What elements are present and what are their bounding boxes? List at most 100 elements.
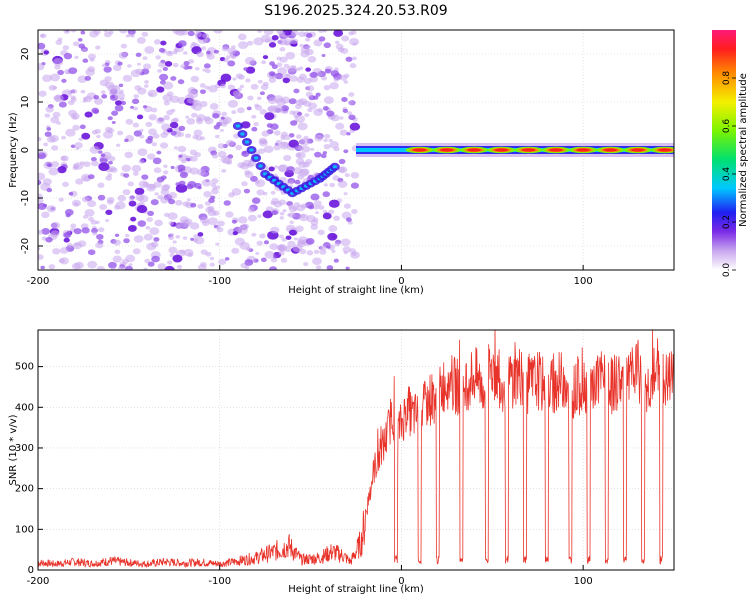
- noise-blob: [306, 45, 311, 49]
- noise-blob: [333, 30, 344, 37]
- noise-blob: [260, 84, 269, 91]
- noise-blob: [213, 49, 219, 54]
- snr-y-label: SNR (10 * v/v): [8, 414, 19, 485]
- noise-blob: [38, 180, 42, 186]
- noise-blob: [300, 168, 310, 176]
- noise-blob: [133, 94, 139, 99]
- noise-blob: [53, 94, 64, 103]
- noise-blob: [196, 51, 204, 58]
- noise-blob: [199, 101, 208, 108]
- noise-blob: [170, 165, 175, 170]
- snr-x-tick-label: -100: [208, 576, 231, 587]
- noise-blob: [328, 225, 338, 232]
- noise-blob: [63, 52, 73, 60]
- noise-blob: [124, 151, 133, 159]
- noise-blob: [232, 90, 241, 97]
- noise-blob: [292, 206, 298, 211]
- noise-blob: [61, 78, 67, 83]
- noise-blob: [70, 30, 77, 33]
- noise-blob: [59, 247, 69, 254]
- noise-blob: [177, 79, 185, 85]
- noise-blob: [243, 67, 249, 71]
- noise-blob: [282, 77, 290, 84]
- noise-blob: [303, 77, 312, 84]
- noise-blob: [183, 51, 188, 55]
- noise-blob: [268, 71, 276, 77]
- noise-blob: [219, 83, 226, 89]
- noise-blob: [304, 113, 310, 118]
- noise-blob: [318, 36, 326, 42]
- spectrogram-x-tick-label: -100: [208, 276, 231, 287]
- noise-blob: [168, 246, 178, 254]
- noise-blob: [314, 151, 322, 158]
- noise-blob: [93, 97, 104, 105]
- noise-blob: [246, 106, 252, 111]
- noise-blob: [194, 236, 205, 245]
- noise-blob: [308, 205, 315, 210]
- noise-blob: [269, 243, 279, 250]
- noise-blob: [278, 250, 285, 256]
- noise-blob: [290, 30, 299, 37]
- noise-blob: [190, 75, 200, 83]
- noise-blob: [39, 34, 45, 38]
- noise-blob: [121, 164, 132, 172]
- noise-blob: [81, 227, 90, 234]
- noise-blob: [85, 68, 95, 76]
- noise-blob: [210, 188, 219, 195]
- noise-blob: [202, 33, 210, 39]
- noise-blob: [315, 265, 322, 270]
- noise-blob: [101, 63, 107, 68]
- noise-blob: [55, 39, 63, 46]
- noise-blob: [212, 112, 220, 119]
- noise-blob: [58, 197, 64, 202]
- noise-blob: [245, 246, 252, 252]
- noise-blob: [186, 198, 191, 202]
- noise-blob: [247, 214, 257, 222]
- noise-blob: [193, 129, 203, 137]
- noise-blob: [339, 116, 344, 120]
- noise-blob: [172, 240, 177, 244]
- noise-blob: [117, 61, 123, 66]
- noise-blob: [71, 262, 81, 270]
- noise-blob: [274, 72, 284, 80]
- noise-blob: [164, 61, 173, 67]
- noise-blob: [89, 57, 95, 62]
- noise-blob: [351, 208, 358, 215]
- noise-blob: [191, 112, 198, 118]
- noise-blob: [247, 40, 254, 46]
- noise-blob: [259, 233, 266, 239]
- noise-blob: [306, 85, 315, 92]
- noise-blob: [134, 187, 145, 196]
- noise-blob: [167, 212, 178, 220]
- noise-blob: [41, 211, 50, 219]
- noise-blob: [342, 108, 349, 113]
- noise-blob: [199, 89, 207, 95]
- noise-blob: [209, 262, 215, 267]
- noise-blob: [289, 75, 298, 82]
- noise-blob: [237, 41, 249, 50]
- noise-blob: [48, 264, 56, 270]
- noise-blob: [283, 63, 290, 69]
- noise-blob: [189, 167, 199, 175]
- noise-blob: [156, 117, 165, 124]
- noise-blob: [160, 188, 170, 196]
- noise-blob: [250, 83, 259, 90]
- noise-blob: [207, 217, 218, 226]
- noise-blob: [197, 264, 207, 270]
- noise-blob: [334, 40, 340, 45]
- noise-blob: [92, 231, 98, 236]
- noise-blob: [141, 174, 149, 180]
- noise-blob: [211, 153, 219, 159]
- noise-blob: [107, 116, 113, 121]
- noise-blob: [350, 172, 360, 179]
- noise-blob: [297, 174, 305, 180]
- noise-blob: [206, 50, 211, 55]
- noise-blob: [262, 55, 269, 60]
- noise-blob: [295, 225, 304, 232]
- noise-blob: [299, 43, 304, 48]
- noise-blob: [70, 223, 77, 229]
- noise-blob: [214, 134, 220, 139]
- noise-blob: [178, 125, 186, 131]
- noise-blob: [178, 169, 183, 173]
- noise-blob: [319, 249, 327, 255]
